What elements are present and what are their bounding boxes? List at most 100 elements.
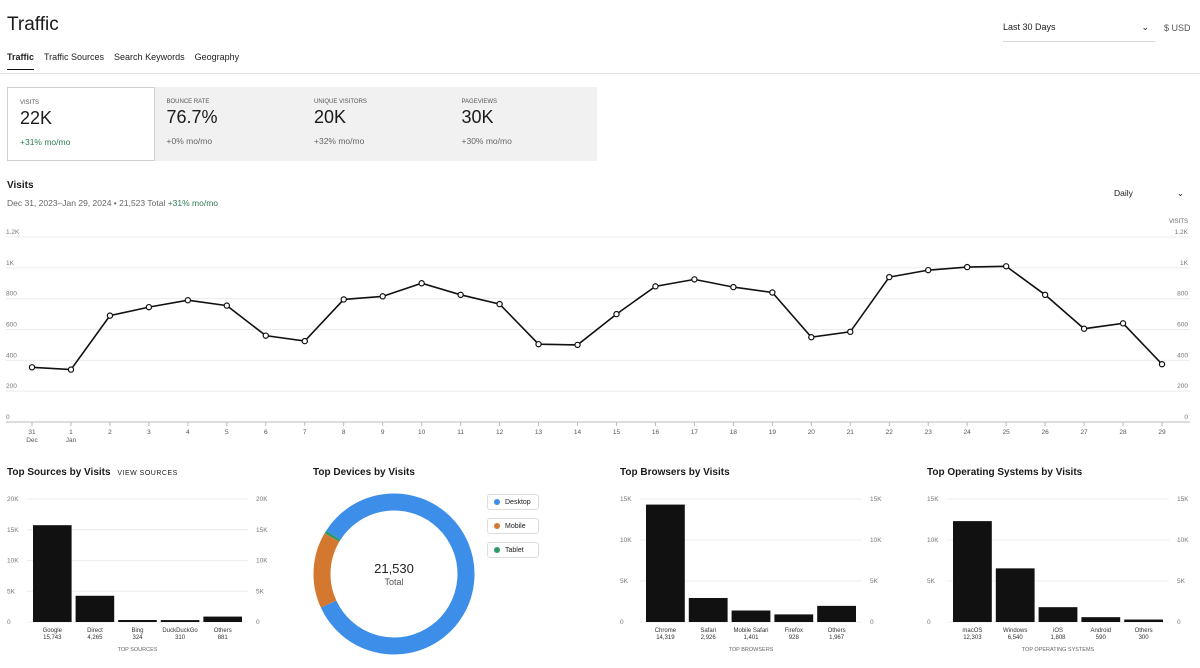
y-tick-label: 0: [927, 619, 931, 626]
bar-category-label: iOS: [1053, 628, 1063, 634]
data-point: [457, 291, 464, 299]
data-point: [379, 293, 386, 300]
bar-value-label: 12,303: [963, 635, 982, 641]
y-tick-label: 15K: [620, 496, 632, 503]
bar-value-label: 881: [218, 635, 229, 641]
tab-bar: Traffic Traffic Sources Search Keywords …: [7, 52, 239, 70]
y-tick-label-right: 15K: [1177, 496, 1189, 503]
bar: [688, 598, 728, 622]
x-axis-title: TOP OPERATING SYSTEMS: [1022, 647, 1095, 653]
x-tick-label: 19: [769, 429, 777, 436]
bar: [1081, 617, 1121, 622]
bar-category-label: Firefox: [785, 628, 803, 634]
bar: [731, 610, 771, 622]
visits-subtitle: Dec 31, 2023–Jan 29, 2024 • 21,523 Total…: [7, 198, 218, 208]
data-point: [963, 263, 971, 271]
x-tick-label: 3: [147, 429, 151, 436]
tab-traffic-sources[interactable]: Traffic Sources: [44, 52, 105, 62]
y-tick-label: 1.2K: [6, 229, 20, 236]
stat-card-bounce-rate[interactable]: BOUNCE RATE 76.7% +0% mo/mo: [154, 87, 302, 161]
y-tick-label-right: 5K: [1177, 578, 1186, 585]
stat-card-unique-visitors[interactable]: UNIQUE VISITORS 20K +32% mo/mo: [302, 87, 450, 161]
granularity-select[interactable]: Daily ⌄: [1114, 188, 1188, 198]
bar-category-label: Mobile Safari: [733, 628, 768, 634]
x-tick-label: 15: [613, 429, 621, 436]
stat-label: BOUNCE RATE: [166, 99, 210, 105]
sources-section-title: Top Sources by Visits VIEW SOURCES: [7, 467, 178, 478]
x-tick-label: 22: [886, 429, 894, 436]
bar-category-label: Others: [828, 628, 846, 634]
donut-slice-desktop: [320, 493, 475, 655]
y-tick-label-right: 10K: [256, 558, 268, 565]
stat-card-pageviews[interactable]: PAGEVIEWS 30K +30% mo/mo: [449, 87, 597, 161]
data-point: [1080, 325, 1088, 332]
x-tick-label: 11: [457, 429, 464, 436]
bar-category-label: Bing: [131, 628, 143, 634]
stat-change: +30% mo/mo: [461, 136, 512, 146]
bar-value-label: 324: [132, 635, 143, 641]
bar: [995, 568, 1035, 622]
bar: [817, 605, 856, 622]
data-point: [652, 283, 659, 290]
devices-legend: Desktop Mobile Tablet: [487, 494, 539, 566]
bar-value-label: 15,743: [43, 635, 62, 641]
date-range-select[interactable]: Last 30 Days ⌄: [1003, 18, 1155, 42]
donut-slice-mobile: [313, 533, 340, 608]
x-tick-label: 23: [925, 429, 933, 436]
y-tick-label: 5K: [7, 588, 16, 595]
x-tick-label: 8: [342, 429, 346, 436]
data-point: [262, 332, 269, 339]
legend-label: Mobile: [505, 522, 526, 530]
legend-dot-mobile: [494, 523, 500, 529]
y-tick-label-right: 800: [1177, 291, 1188, 298]
view-sources-link[interactable]: VIEW SOURCES: [117, 470, 178, 477]
tab-search-keywords[interactable]: Search Keywords: [114, 52, 185, 62]
stat-card-visits[interactable]: VISITS 22K +31% mo/mo: [7, 87, 155, 161]
x-tick-label: 29: [1158, 429, 1166, 436]
stat-value: 22K: [20, 108, 53, 128]
x-tick-label: 17: [691, 429, 699, 436]
bar: [33, 525, 72, 622]
bar-value-label: 14,319: [656, 635, 675, 641]
visits-range-total: Dec 31, 2023–Jan 29, 2024 • 21,523 Total: [7, 198, 166, 208]
data-point: [496, 300, 503, 308]
y-tick-label: 10K: [7, 558, 19, 565]
x-tick-label: 9: [381, 429, 385, 436]
y-tick-label: 600: [6, 322, 17, 329]
data-point: [1041, 291, 1049, 299]
tab-geography[interactable]: Geography: [194, 52, 240, 62]
x-tick-label: 1: [69, 429, 73, 436]
legend-item-mobile[interactable]: Mobile: [487, 518, 539, 534]
y-tick-label-right: 600: [1177, 322, 1188, 329]
data-point: [145, 303, 153, 311]
stat-cards: VISITS 22K +31% mo/mo BOUNCE RATE 76.7% …: [7, 87, 597, 161]
data-point: [730, 283, 737, 291]
tabs-divider: [0, 73, 1200, 74]
chevron-down-icon: ⌄: [1176, 188, 1184, 198]
data-point: [535, 340, 542, 348]
x-tick-label: 5: [225, 429, 229, 436]
y-tick-label-right: 15K: [870, 496, 882, 503]
y-tick-label-right: 200: [1177, 383, 1188, 390]
y-tick-label: 0: [7, 619, 11, 626]
legend-item-desktop[interactable]: Desktop: [487, 494, 539, 510]
stat-change: +0% mo/mo: [166, 136, 213, 146]
stat-label: UNIQUE VISITORS: [314, 99, 367, 105]
x-axis-title: TOP SOURCES: [118, 647, 158, 653]
y-tick-label-right: 5K: [256, 588, 265, 595]
y-tick-label: 800: [6, 291, 17, 298]
x-tick-label: 28: [1119, 429, 1127, 436]
bar-category-label: Windows: [1003, 628, 1027, 634]
data-point: [925, 266, 932, 274]
bar-value-label: 1,967: [829, 635, 845, 641]
bar: [1124, 619, 1163, 622]
donut-center-label: Total: [384, 577, 403, 587]
legend-label: Tablet: [505, 546, 524, 554]
tab-traffic[interactable]: Traffic: [7, 52, 35, 70]
x-tick-label: 24: [964, 429, 972, 436]
bar-category-label: Google: [43, 628, 63, 634]
donut-center-value: 21,530: [374, 561, 414, 576]
data-point: [886, 273, 893, 281]
legend-item-tablet[interactable]: Tablet: [487, 542, 539, 558]
